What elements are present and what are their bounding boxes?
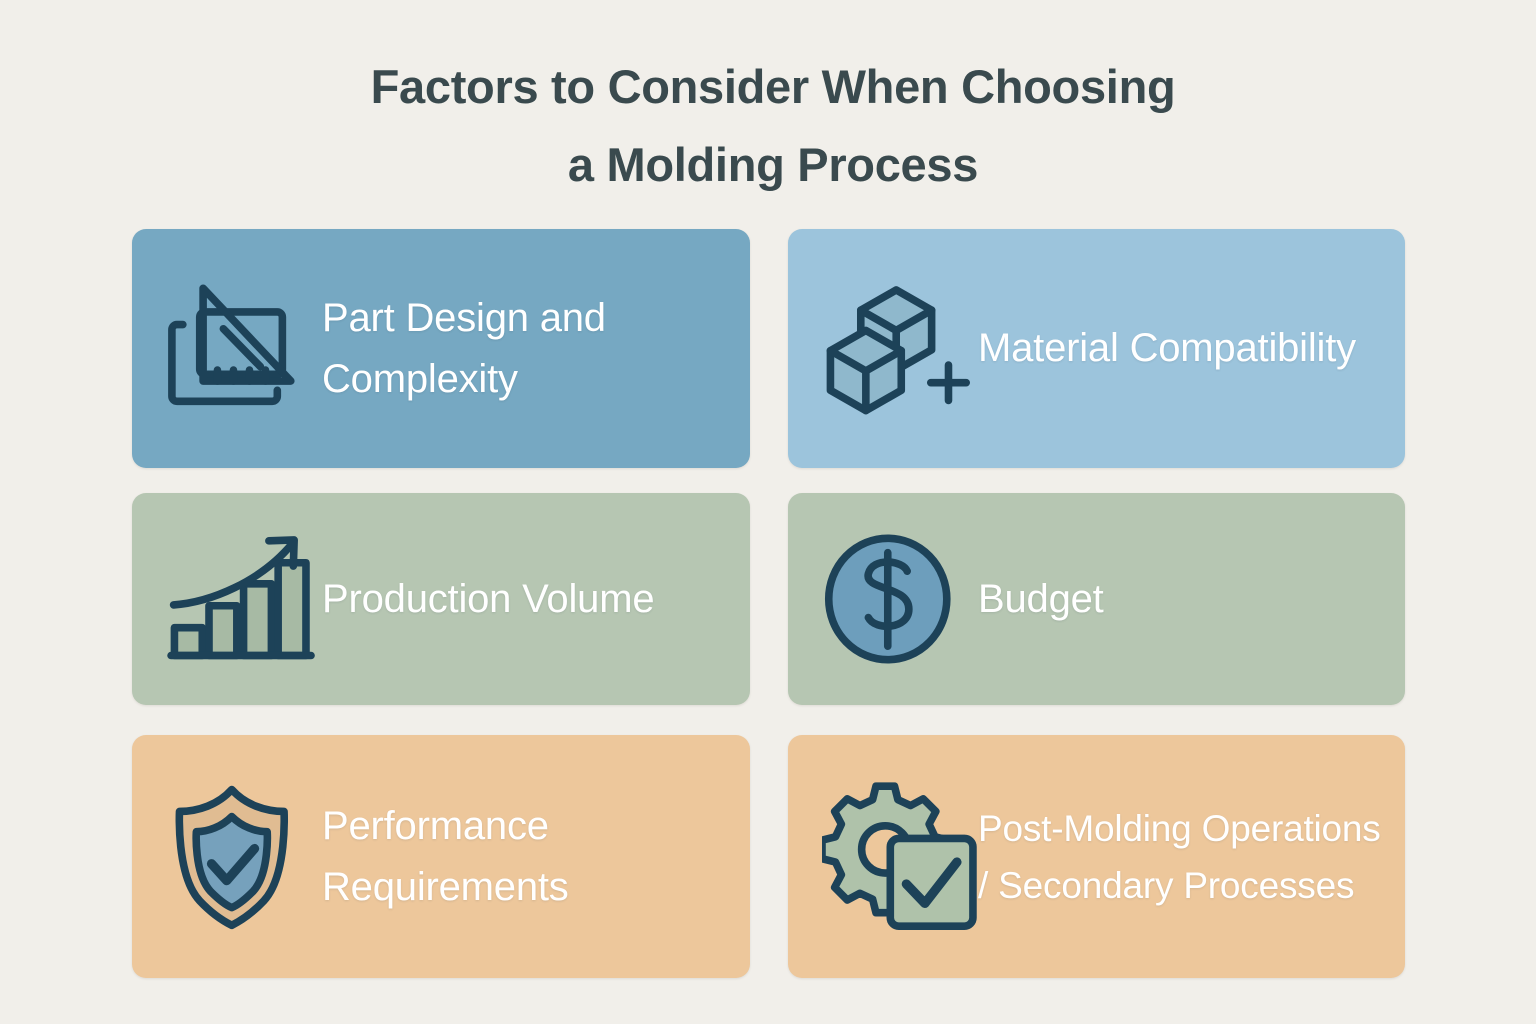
- cubes-plus-icon: [788, 269, 978, 429]
- factor-card-label: Material Compatibility: [978, 326, 1356, 370]
- bar-chart-growth-icon: [132, 521, 322, 677]
- ruler-triangle-icon: [132, 269, 322, 429]
- page-title-line-2: a Molding Process: [567, 138, 979, 191]
- shield-check-icon: [132, 769, 322, 945]
- factor-card-label: Budget: [978, 576, 1104, 621]
- factor-card-performance-requirements[interactable]: Performance Requirements: [132, 735, 750, 978]
- factor-card-budget[interactable]: Budget: [788, 493, 1405, 705]
- page-title-line-1: Factors to Consider When Choosing: [370, 60, 1176, 113]
- factor-card-label: Post-Molding Operations / Secondary Proc…: [978, 807, 1381, 906]
- factor-card-part-design[interactable]: Part Design and Complexity: [132, 229, 750, 468]
- dollar-coin-icon: [788, 519, 978, 679]
- factor-card-label: Part Design and Complexity: [322, 295, 606, 401]
- factor-card-label: Production Volume: [322, 576, 655, 621]
- gear-checkbox-icon: [788, 767, 978, 947]
- page-title: Factors to Consider When Choosing a Mold…: [0, 48, 1536, 204]
- factor-card-production-volume[interactable]: Production Volume: [132, 493, 750, 705]
- factor-card-material-compatibility[interactable]: Material Compatibility: [788, 229, 1405, 468]
- factor-card-label: Performance Requirements: [322, 803, 569, 909]
- factor-card-post-molding-operations[interactable]: Post-Molding Operations / Secondary Proc…: [788, 735, 1405, 978]
- factor-card-grid: Part Design and Complexity: [132, 229, 1405, 978]
